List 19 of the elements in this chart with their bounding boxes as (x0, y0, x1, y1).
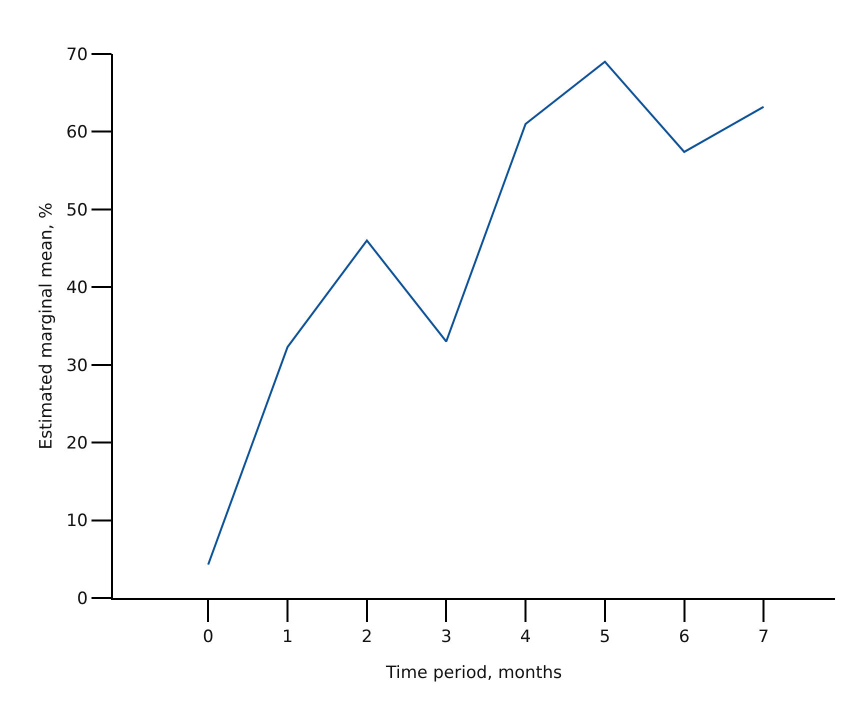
x-tick-label: 6 (678, 627, 690, 648)
x-tick-label: 0 (202, 627, 214, 648)
y-tick-label: 30 (66, 356, 88, 376)
x-tick-label: 1 (282, 627, 293, 648)
y-tick-label: 20 (66, 434, 88, 454)
y-tick-label: 60 (66, 122, 88, 143)
line-series (207, 60, 765, 566)
x-axis-title: Time period, months (384, 663, 562, 684)
y-tick-label: 0 (77, 588, 88, 609)
x-tick-label: 2 (361, 627, 372, 648)
y-tick-label: 10 (66, 511, 88, 532)
x-tick-label: 4 (520, 627, 531, 648)
y-axis-title: Estimated marginal mean, % (36, 202, 56, 450)
y-tick-label: 40 (66, 278, 88, 298)
y-tick-label: 50 (66, 200, 88, 220)
x-tick-label: 3 (440, 627, 452, 648)
x-tick-label: 5 (599, 627, 610, 648)
x-tick-label: 7 (758, 627, 770, 648)
y-tick-label: 70 (66, 44, 88, 65)
